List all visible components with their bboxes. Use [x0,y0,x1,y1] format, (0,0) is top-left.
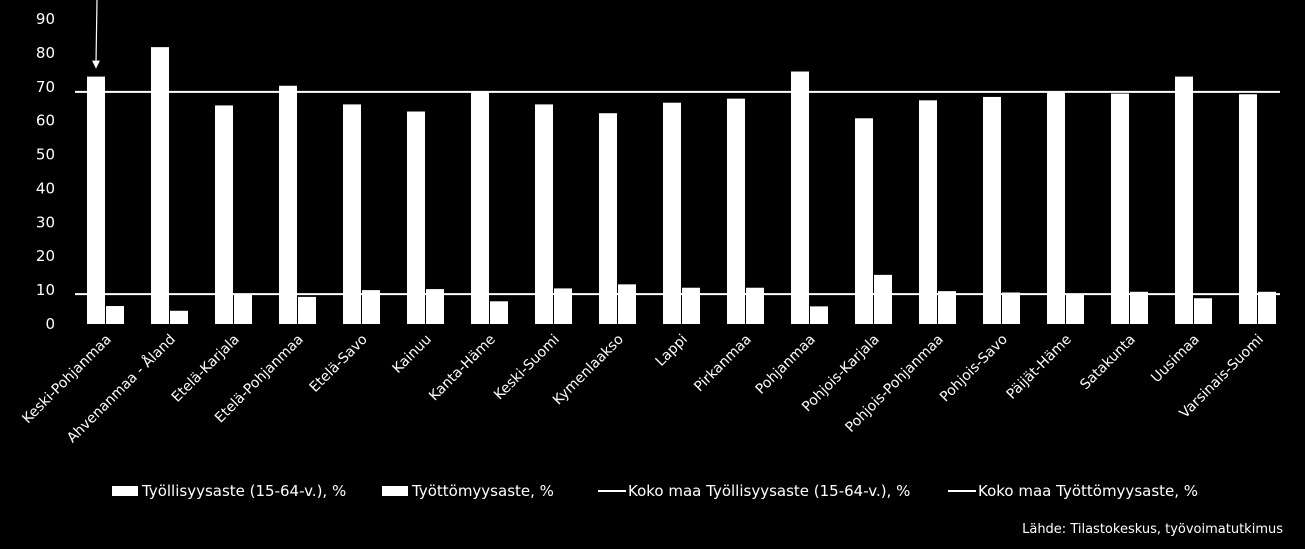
x-tick-label: Etelä-Savo [307,332,371,396]
unemployment-rate-bar [362,290,380,324]
y-tick-label: 80 [36,44,55,62]
employment-rate-bar [215,105,233,325]
unemployment-rate-bar [618,284,636,324]
x-tick-label: Ahvenanmaa - Åland [63,331,178,446]
unemployment-rate-bar [746,287,764,324]
legend-item-national-unemployment-rate: Koko maa Työttömyysaste, % [948,480,1198,502]
employment-rate-bar [663,102,681,324]
legend-label-unemployment-rate: Työttömyysaste, % [412,482,554,500]
legend-swatch-employment-rate [112,486,138,496]
unemployment-rate-bar [298,296,316,324]
employment-rate-bar [343,104,361,325]
employment-rate-bar [1239,94,1257,324]
employment-rate-bar [407,111,425,325]
x-tick-label: Pohjanmaa [753,332,819,398]
y-tick-label: 10 [36,281,55,299]
y-tick-label: 20 [36,247,55,265]
y-axis: 0 10 20 30 40 50 60 70 80 90 [36,10,55,333]
y-tick-label: 0 [45,315,55,333]
unemployment-rate-bar [810,306,828,324]
legend: Työllisyysaste (15-64-v.), % Työttömyysa… [112,480,1262,502]
employment-rate-bar [1175,76,1193,324]
unemployment-rate-bar [426,289,444,324]
unemployment-rate-bar [1002,292,1020,324]
legend-swatch-unemployment-rate [382,486,408,496]
employment-rate-bar [791,71,809,325]
unemployment-rate-bar [874,274,892,324]
unemployment-rate-bar [682,287,700,324]
legend-item-national-employment-rate: Koko maa Työllisyysaste (15-64-v.), % [598,480,910,502]
unemployment-rate-bar [234,293,252,324]
employment-rate-bar [1111,93,1129,324]
highlight-arrow-head [92,60,100,69]
highlight-arrow [92,0,100,69]
employment-rate-bar [1047,92,1065,325]
y-tick-label: 70 [36,78,55,96]
y-tick-label: 40 [36,179,55,197]
legend-line-national-unemployment-rate [948,490,976,492]
legend-line-national-employment-rate [598,490,626,492]
legend-label-employment-rate: Työllisyysaste (15-64-v.), % [142,482,347,500]
y-tick-label: 50 [36,146,55,164]
unemployment-rate-bar [1130,291,1148,324]
employment-rate-bar [87,76,105,324]
unemployment-rate-bar [554,288,572,324]
unemployment-rate-bar [106,306,124,324]
employment-rate-bar [983,96,1001,324]
unemployment-rate-bar [1258,291,1276,324]
employment-rate-bar [855,118,873,325]
reference-lines [75,90,1280,296]
bars [87,47,1276,325]
highlight-arrow-shaft [95,0,98,63]
x-tick-label: Kainuu [390,332,435,377]
x-tick-label: Lappi [653,332,691,370]
source-note: Lähde: Tilastokeskus, työvoimatutkimus [1022,522,1283,537]
unemployment-rate-bar [490,301,508,324]
y-tick-label: 60 [36,112,55,130]
x-tick-label: Keski-Suomi [491,332,563,404]
x-tick-label: Uusimaa [1148,332,1203,387]
employment-rate-bar [535,104,553,325]
legend-item-employment-rate: Työllisyysaste (15-64-v.), % [112,480,346,502]
employment-rate-bar [151,47,169,324]
unemployment-rate-bar [170,310,188,324]
employment-rate-bar [599,113,617,324]
unemployment-rate-bar [938,291,956,324]
legend-label-national-employment-rate: Koko maa Työllisyysaste (15-64-v.), % [628,482,911,500]
employment-rate-bar [727,98,745,324]
y-tick-label: 30 [36,213,55,231]
x-tick-label: Päijät-Häme [1004,332,1075,403]
y-tick-label: 90 [36,10,55,28]
x-tick-label: Pohjois-Savo [937,332,1011,406]
legend-item-unemployment-rate: Työttömyysaste, % [382,480,554,502]
unemployment-rate-bar [1066,293,1084,324]
employment-rate-bar [919,100,937,324]
unemployment-rate-bar [1194,298,1212,324]
x-tick-label: Satakunta [1077,332,1139,394]
x-tick-label: Pirkanmaa [691,332,755,396]
legend-label-national-unemployment-rate: Koko maa Työttömyysaste, % [978,482,1199,500]
employment-rate-bar [279,85,297,324]
employment-rate-bar [471,91,489,324]
x-tick-label: Kanta-Häme [426,332,499,405]
